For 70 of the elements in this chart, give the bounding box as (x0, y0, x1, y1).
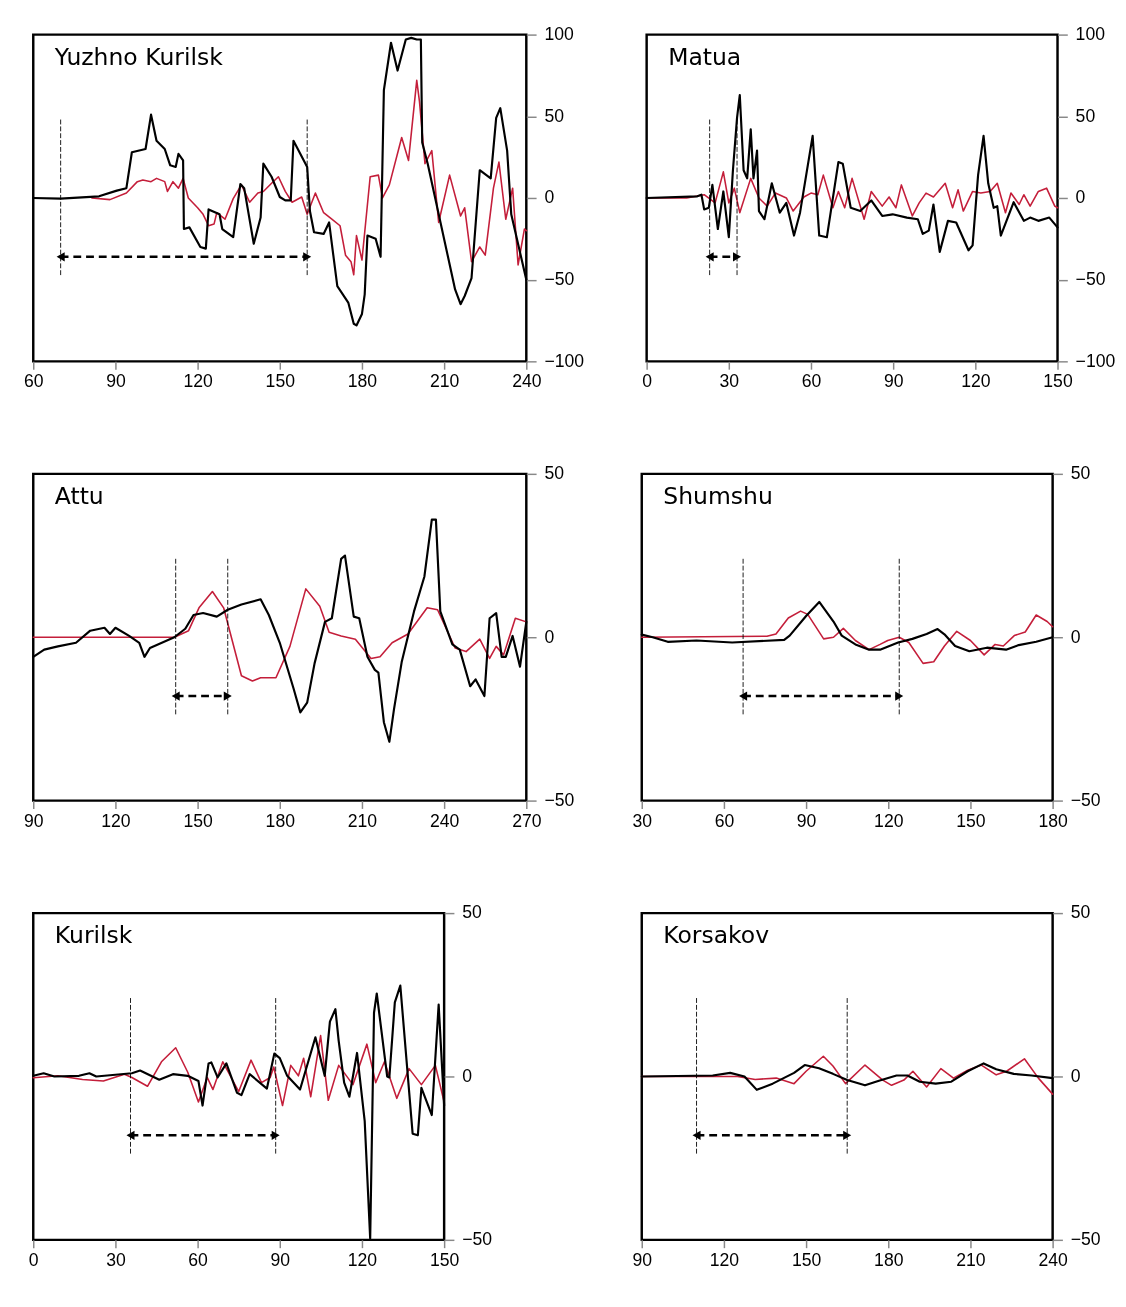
x-tick-label: 120 (101, 810, 131, 831)
x-tick-label: 240 (429, 810, 460, 831)
x-tick-label: 90 (270, 1249, 291, 1270)
x-tick-label: 0 (642, 371, 653, 392)
line-series (32, 588, 528, 682)
x-tick-label: 60 (714, 810, 735, 831)
x-tick-label: 270 (512, 810, 542, 831)
line-series (91, 79, 528, 276)
y-tick-label: −50 (1075, 269, 1106, 290)
y-tick-label: −50 (1070, 1229, 1101, 1250)
x-tick-label: 180 (1038, 810, 1069, 831)
chart-title: Shumshu (663, 482, 773, 511)
x-tick-label: 150 (265, 371, 296, 392)
y-tick-label: 100 (1075, 23, 1106, 44)
x-tick-label: 30 (719, 371, 740, 392)
chart-title: Yuzhno Kurilsk (53, 42, 224, 71)
y-tick-label: 50 (1070, 463, 1091, 484)
y-tick-label: 50 (462, 902, 483, 923)
x-tick-label: 60 (23, 371, 44, 392)
y-tick-label: 100 (544, 23, 574, 44)
x-tick-label: 120 (961, 371, 991, 392)
x-tick-label: 240 (512, 371, 542, 392)
x-tick-label: 150 (429, 1249, 460, 1270)
x-tick-label: 150 (956, 810, 986, 831)
x-tick-label: 180 (265, 810, 296, 831)
x-tick-label: 90 (23, 810, 44, 831)
y-tick-label: −50 (462, 1229, 493, 1250)
x-tick-label: 150 (183, 810, 213, 831)
x-tick-label: 120 (709, 1249, 740, 1270)
line-series (640, 610, 1054, 665)
y-tick-label: 50 (1075, 105, 1096, 126)
chart-title: Korsakov (663, 921, 770, 950)
x-tick-label: 120 (347, 1249, 378, 1270)
y-tick-label: −100 (544, 350, 585, 371)
x-tick-label: 90 (883, 371, 904, 392)
x-tick-label: 120 (183, 371, 213, 392)
y-tick-label: −50 (544, 789, 575, 810)
x-tick-label: 30 (632, 810, 653, 831)
chart-title: Attu (54, 482, 104, 511)
x-tick-label: 90 (632, 1249, 653, 1270)
x-tick-label: 210 (347, 810, 378, 831)
x-tick-label: 60 (801, 371, 822, 392)
y-tick-label: 0 (462, 1065, 473, 1086)
y-tick-label: 0 (544, 187, 555, 208)
chart-title: Kurilsk (54, 921, 133, 950)
y-tick-label: −50 (544, 269, 575, 290)
x-tick-label: 60 (188, 1249, 209, 1270)
line-series (32, 1034, 445, 1107)
y-tick-label: 0 (1070, 1065, 1081, 1086)
chart-title: Matua (668, 42, 742, 71)
y-tick-label: −50 (1070, 789, 1101, 810)
x-tick-label: 150 (791, 1249, 822, 1270)
y-tick-label: 50 (544, 105, 565, 126)
x-tick-label: 210 (429, 371, 460, 392)
x-tick-label: 30 (106, 1249, 126, 1270)
x-tick-label: 90 (796, 810, 817, 831)
x-tick-label: 180 (874, 1249, 904, 1270)
y-tick-label: 0 (1075, 187, 1086, 208)
x-tick-label: 210 (956, 1249, 986, 1270)
x-tick-label: 0 (28, 1249, 39, 1270)
x-tick-label: 90 (106, 371, 126, 392)
x-tick-label: 150 (1043, 371, 1073, 392)
y-tick-label: 0 (1070, 626, 1081, 647)
y-tick-label: 50 (1070, 902, 1091, 923)
x-tick-label: 180 (347, 371, 378, 392)
x-tick-label: 240 (1038, 1249, 1069, 1270)
y-tick-label: 50 (544, 463, 565, 484)
x-tick-label: 120 (874, 810, 904, 831)
y-tick-label: 0 (544, 626, 555, 647)
y-tick-label: −100 (1075, 350, 1116, 371)
